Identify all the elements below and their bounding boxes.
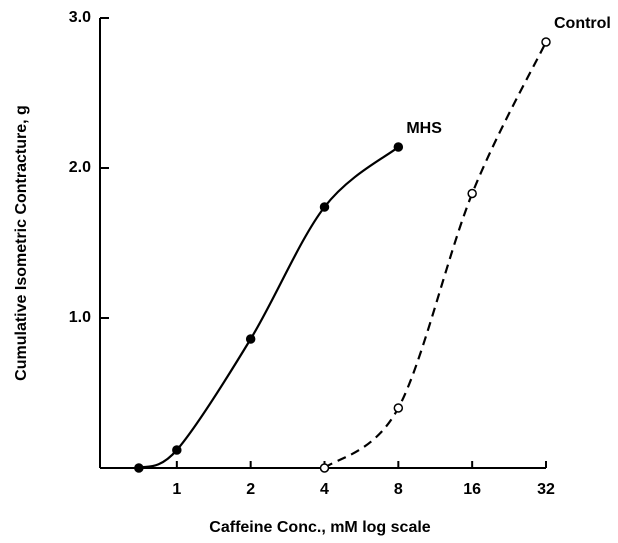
- data-point: [245, 334, 256, 344]
- x-tick-label: 4: [320, 481, 329, 498]
- x-tick-label: 16: [463, 481, 481, 498]
- data-point: [393, 142, 404, 152]
- x-tick-label: 1: [172, 481, 181, 498]
- series-label: MHS: [406, 120, 442, 137]
- x-axis-label: Caffeine Conc., mM log scale: [209, 519, 430, 536]
- data-point: [319, 463, 330, 473]
- y-tick-label: 2.0: [69, 159, 91, 176]
- data-point: [134, 463, 144, 473]
- data-point: [393, 403, 404, 413]
- y-tick-label: 3.0: [69, 9, 91, 26]
- y-axis-label: Cumulative Isometric Contracture, g: [13, 105, 30, 381]
- data-point: [467, 188, 477, 199]
- data-point: [541, 37, 551, 47]
- series-line: [323, 41, 547, 469]
- series-line: [138, 146, 400, 470]
- x-tick-label: 2: [246, 481, 255, 498]
- data-point: [172, 445, 182, 455]
- y-tick-label: 1.0: [69, 309, 91, 326]
- series-label: Control: [554, 15, 611, 32]
- x-tick-label: 8: [394, 481, 403, 498]
- data-point: [319, 202, 330, 212]
- x-tick-label: 32: [537, 481, 555, 498]
